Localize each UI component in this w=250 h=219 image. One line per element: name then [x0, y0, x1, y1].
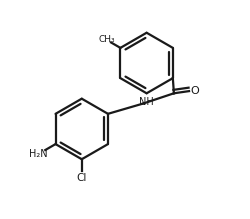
Text: O: O — [190, 86, 199, 96]
Text: NH: NH — [138, 97, 153, 108]
Text: Cl: Cl — [76, 173, 87, 183]
Text: H₂N: H₂N — [29, 149, 48, 159]
Text: CH₃: CH₃ — [98, 35, 115, 44]
